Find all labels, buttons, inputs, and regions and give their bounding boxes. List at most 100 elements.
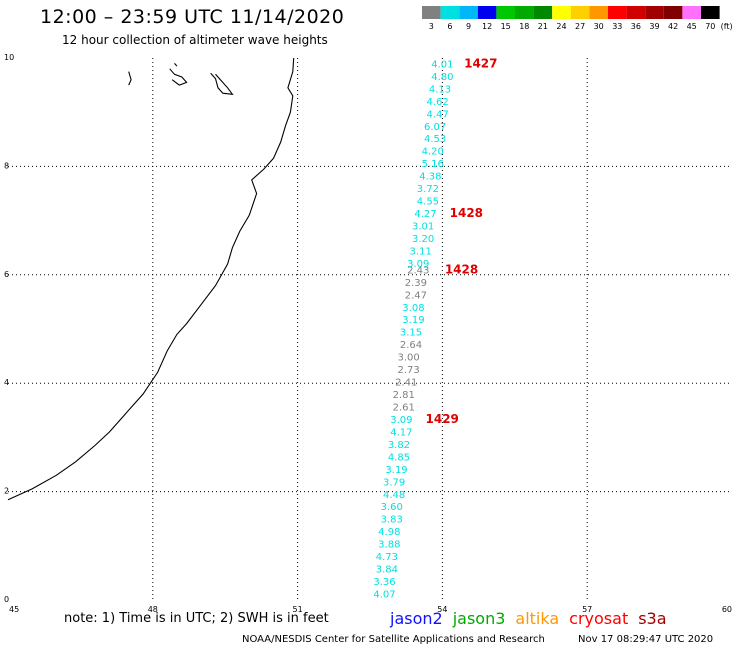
satellite-legend: jason2 jason3 altika cryosat s3a bbox=[390, 609, 677, 628]
wave-height-label: 2.43 bbox=[407, 265, 429, 276]
legend-label: 12 bbox=[482, 22, 492, 31]
pass-number-label: 1429 bbox=[426, 412, 459, 426]
legend-label: 6 bbox=[447, 22, 452, 31]
legend-label: 27 bbox=[575, 22, 585, 31]
legend-label: 3 bbox=[429, 22, 434, 31]
legend-swatch bbox=[477, 6, 497, 19]
generated-timestamp: Nov 17 08:29:47 UTC 2020 bbox=[578, 634, 714, 645]
legend-label: 21 bbox=[538, 22, 548, 31]
wave-height-label: 2.73 bbox=[397, 365, 419, 376]
wave-height-label: 4.20 bbox=[422, 147, 444, 158]
satellite-altika: altika bbox=[515, 609, 560, 628]
legend-swatch bbox=[533, 6, 553, 19]
island-outline bbox=[128, 71, 132, 86]
wave-height-label: 3.01 bbox=[412, 221, 434, 232]
y-tick-label: 0 bbox=[4, 595, 9, 604]
wave-height-observations: 4.01 4.804.13 4.624.47 6.074.53 4.205.16 4.38… bbox=[373, 59, 453, 600]
wave-height-label: 2.41 bbox=[395, 378, 417, 389]
wave-height-label: 3.88 bbox=[378, 540, 400, 551]
x-tick-label: 48 bbox=[148, 605, 158, 614]
legend-label: 18 bbox=[519, 22, 529, 31]
legend-label: 15 bbox=[501, 22, 511, 31]
x-tick-label: 51 bbox=[293, 605, 303, 614]
chart-subtitle: 12 hour collection of altimeter wave hei… bbox=[62, 33, 328, 47]
y-tick-label: 8 bbox=[4, 161, 9, 170]
wave-height-label: 3.82 bbox=[388, 440, 410, 451]
legend-swatch bbox=[626, 6, 646, 19]
wave-height-label: 3.00 bbox=[397, 353, 419, 364]
wave-height-label: 4.01 bbox=[431, 59, 453, 70]
legend-label: 33 bbox=[612, 22, 622, 31]
legend-swatch bbox=[663, 6, 683, 19]
legend-label: 24 bbox=[556, 22, 566, 31]
legend-swatch bbox=[589, 6, 608, 19]
legend-swatch bbox=[682, 6, 701, 19]
wave-height-label: 3.83 bbox=[381, 515, 403, 526]
pass-number-label: 1427 bbox=[464, 56, 497, 70]
wave-height-label: 4.73 bbox=[376, 552, 398, 563]
wave-height-label: 3.15 bbox=[400, 328, 422, 339]
wave-height-label: 4.53 bbox=[424, 134, 446, 145]
island-outline bbox=[169, 68, 188, 86]
wave-height-label: 3.60 bbox=[381, 502, 403, 513]
axis-ticks: 45 48 51 54 57 60 0 2 4 6 8 10 bbox=[4, 53, 732, 614]
legend-label: 70 bbox=[705, 22, 715, 31]
wave-height-label: 4.48 bbox=[383, 490, 405, 501]
y-tick-label: 4 bbox=[4, 378, 9, 387]
credit-line: NOAA/NESDIS Center for Satellite Applica… bbox=[242, 634, 545, 645]
wave-height-label: 4.07 bbox=[373, 589, 395, 600]
legend-swatch bbox=[570, 6, 590, 19]
wave-height-label: 4.62 bbox=[426, 97, 448, 108]
wave-height-label: 4.38 bbox=[419, 172, 441, 183]
map-grid bbox=[8, 58, 732, 600]
x-tick-label: 45 bbox=[9, 605, 19, 614]
wave-height-label: 4.47 bbox=[426, 109, 448, 120]
wave-height-label: 2.61 bbox=[393, 403, 415, 414]
legend-swatch bbox=[515, 6, 534, 19]
x-tick-label: 54 bbox=[437, 605, 447, 614]
legend-swatch bbox=[422, 6, 441, 19]
wave-height-label: 3.72 bbox=[417, 184, 439, 195]
wave-height-label: 6.07 bbox=[424, 122, 446, 133]
wave-height-label: 2.39 bbox=[405, 278, 427, 289]
island-outline bbox=[174, 63, 178, 67]
legend-label: 42 bbox=[668, 22, 678, 31]
legend-swatch bbox=[552, 6, 571, 19]
legend-label: 9 bbox=[466, 22, 471, 31]
legend-swatch bbox=[440, 6, 460, 19]
y-tick-label: 6 bbox=[4, 270, 9, 279]
x-tick-label: 60 bbox=[722, 605, 732, 614]
y-tick-label: 2 bbox=[4, 487, 9, 496]
wave-height-label: 3.36 bbox=[373, 577, 395, 588]
island-outline bbox=[210, 72, 234, 95]
color-legend: 3 6 9 12 15 18 21 24 27 30 33 36 39 42 45 70 (ft) bbox=[422, 6, 733, 31]
wave-height-label: 3.20 bbox=[412, 234, 434, 245]
wave-height-label: 4.80 bbox=[431, 72, 453, 83]
x-tick-label: 57 bbox=[582, 605, 592, 614]
wave-height-label: 3.19 bbox=[402, 315, 424, 326]
legend-label: 30 bbox=[594, 22, 604, 31]
wave-height-label: 3.79 bbox=[383, 477, 405, 488]
wave-height-label: 4.13 bbox=[429, 84, 451, 95]
satellite-cryosat: cryosat bbox=[569, 609, 629, 628]
chart-title: 12:00 – 23:59 UTC 11/14/2020 bbox=[40, 6, 345, 28]
legend-swatch bbox=[496, 6, 515, 19]
legend-swatch bbox=[459, 6, 478, 19]
wave-height-label: 3.19 bbox=[385, 465, 407, 476]
wave-height-label: 4.55 bbox=[417, 197, 439, 208]
wave-height-label: 4.27 bbox=[414, 209, 436, 220]
wave-height-label: 3.09 bbox=[390, 415, 412, 426]
wave-height-label: 2.47 bbox=[405, 290, 427, 301]
pass-number-label: 1428 bbox=[450, 206, 483, 220]
wave-height-label: 3.84 bbox=[376, 565, 398, 576]
satellite-jason3: jason3 bbox=[452, 609, 506, 628]
coastline-line bbox=[7, 57, 295, 501]
wave-height-label: 4.17 bbox=[390, 427, 412, 438]
wave-height-label: 2.64 bbox=[400, 340, 422, 351]
y-tick-label: 10 bbox=[4, 53, 14, 62]
coastline bbox=[7, 57, 295, 501]
legend-swatch bbox=[645, 6, 664, 19]
legend-swatch bbox=[701, 6, 720, 19]
wave-height-label: 5.16 bbox=[422, 159, 444, 170]
wave-height-label: 3.11 bbox=[410, 246, 432, 257]
